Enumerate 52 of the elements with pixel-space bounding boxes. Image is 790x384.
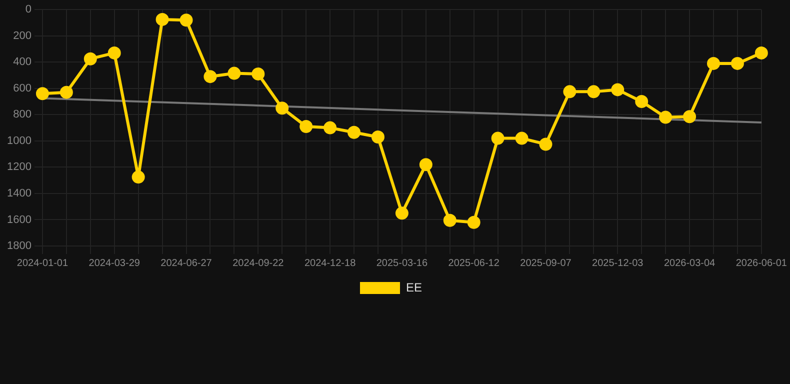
point <box>443 214 456 227</box>
point <box>108 46 121 60</box>
x-tick-label: 2024-01-01 <box>16 258 68 269</box>
x-tick-label: 2024-12-18 <box>304 258 356 269</box>
y-tick-label: 0 <box>25 4 32 16</box>
x-tick-label: 2025-06-12 <box>448 258 500 269</box>
point <box>324 121 337 134</box>
point <box>395 206 408 220</box>
point <box>84 52 97 66</box>
point <box>635 95 648 108</box>
y-tick-label: 1000 <box>6 134 32 147</box>
point <box>419 158 432 172</box>
point <box>611 83 624 96</box>
x-tick-label: 2025-09-07 <box>520 258 572 269</box>
point <box>180 14 193 27</box>
legend-label: EE <box>406 280 422 294</box>
x-tick-label: 2026-03-04 <box>664 258 716 269</box>
point <box>563 85 576 98</box>
point <box>60 86 73 99</box>
point <box>730 56 744 70</box>
point <box>467 216 480 229</box>
x-tick-label: 2024-06-27 <box>160 258 212 269</box>
point <box>156 12 169 26</box>
point <box>491 132 504 145</box>
point <box>228 66 241 80</box>
x-tick-label: 2026-06-01 <box>736 258 788 269</box>
point <box>539 138 552 151</box>
point <box>348 126 361 139</box>
x-tick-label: 2024-03-29 <box>88 258 140 269</box>
point <box>132 170 145 184</box>
y-tick-label: 600 <box>13 82 32 94</box>
point <box>204 70 217 84</box>
point <box>252 67 265 80</box>
y-tick-label: 400 <box>13 56 32 68</box>
point <box>300 120 313 133</box>
y-tick-label: 1400 <box>6 188 32 200</box>
point <box>276 102 289 115</box>
y-tick-label: 1600 <box>6 214 32 226</box>
y-tick-label: 1200 <box>6 161 32 174</box>
y-tick-label: 800 <box>13 108 32 121</box>
y-tick-label: 200 <box>13 30 32 42</box>
x-tick-label: 2025-03-16 <box>376 258 428 269</box>
point <box>587 85 600 98</box>
point <box>371 130 384 144</box>
point <box>706 56 720 70</box>
y-tick-label: 1800 <box>6 240 32 252</box>
point <box>754 46 768 60</box>
point <box>683 110 696 124</box>
point <box>515 132 528 145</box>
x-tick-label: 2024-09-22 <box>232 258 284 269</box>
point <box>659 110 672 124</box>
x-tick-label: 2025-12-03 <box>592 258 644 269</box>
